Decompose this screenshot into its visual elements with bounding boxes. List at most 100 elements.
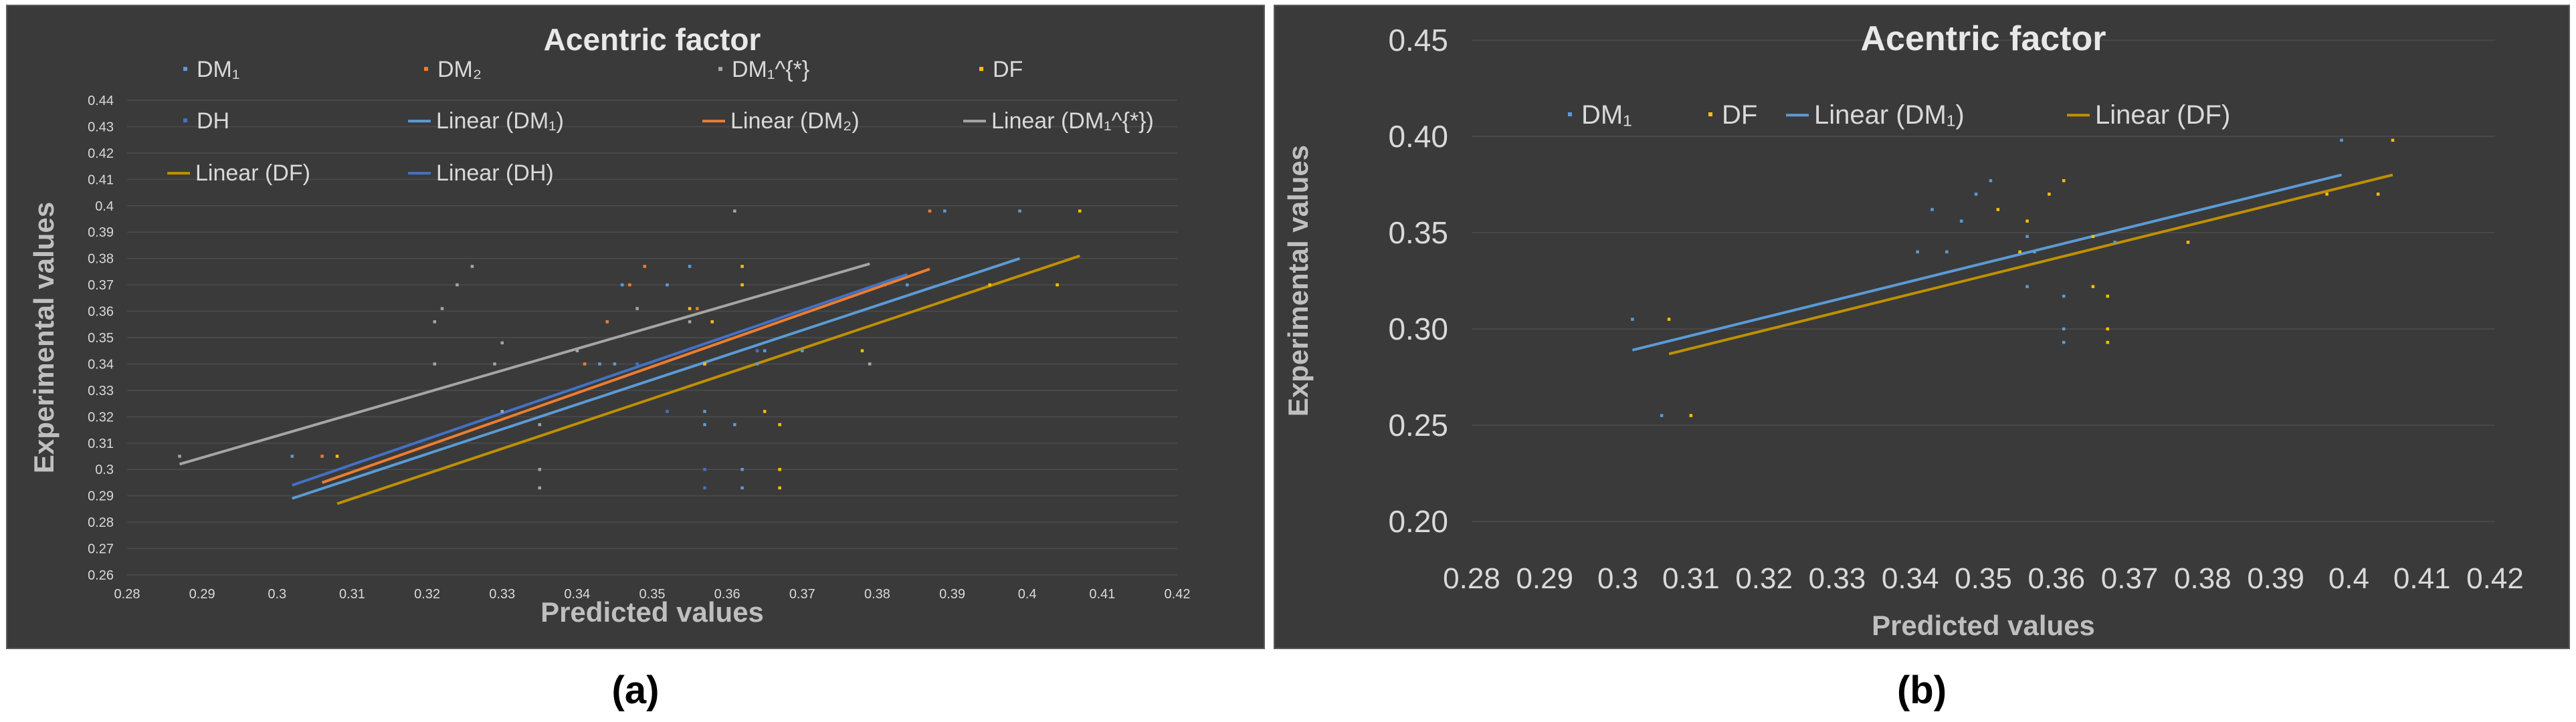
data-point [1959,219,1963,223]
y-tick-label: 0.33 [88,384,114,398]
data-point [290,455,294,458]
x-tick-label: 0.37 [789,587,815,602]
data-point [778,467,781,471]
data-point [1989,178,1993,183]
y-tick-label: 0.34 [88,357,114,372]
x-tick-label: 0.42 [1165,587,1191,602]
y-tick-label: 0.3 [95,463,114,477]
data-point [928,209,932,213]
x-tick-label: 0.4 [2329,562,2369,595]
data-point [2391,138,2395,142]
legend-label: Linear (DM₁^{*}) [991,108,1154,134]
y-tick-label: 0.4 [95,199,114,214]
y-tick-label: 0.30 [1388,312,1448,346]
data-point [433,362,437,366]
x-tick-label: 0.31 [1662,562,1720,595]
data-point [740,283,744,287]
data-point [2033,250,2036,254]
x-tick-label: 0.28 [114,587,140,602]
data-point [643,265,647,268]
legend-label: DF [1722,100,1757,130]
chart-panel-2: 0.20 0.25 0.30 0.35 0.40 0.45 0.28 0.29 0.3 0.31 0… [1274,5,2570,649]
trendline [179,262,870,466]
x-tick-label: 0.36 [714,587,740,602]
trendline [1668,173,2393,356]
trendline [292,273,908,487]
trendline [1631,173,2342,352]
data-point [1689,414,1693,417]
x-tick-label: 0.33 [1809,562,1866,595]
data-point [906,283,909,287]
data-point [703,423,706,427]
y-tick-label: 0.40 [1388,119,1448,154]
y-tick-label: 0.28 [88,515,114,530]
x-tick-label: 0.34 [564,587,590,602]
data-point [500,410,504,413]
data-point [703,410,706,413]
data-point [470,265,474,268]
y-tick-label: 0.41 [88,172,114,187]
y-tick-label: 0.35 [88,331,114,346]
y-tick-label: 0.31 [88,437,114,451]
data-point [1974,193,1978,196]
data-point [733,423,736,427]
data-point [583,362,587,366]
legend-label: DM₂ [437,57,482,82]
panel-caption: (b) [1897,669,1947,712]
legend-label: DM₁ [1581,100,1632,130]
data-point [1930,208,1934,211]
legend-marker [979,67,983,72]
y-tick-label: 0.39 [88,225,114,240]
legend-label: Linear (DM₁) [436,108,564,134]
data-point [666,410,669,413]
data-point [1660,414,1664,417]
y-tick-label: 0.45 [1388,23,1448,57]
x-tick-label: 0.34 [1882,562,1939,595]
y-tick-label: 0.42 [88,146,114,161]
legend-marker [424,67,428,72]
y-tick-label: 0.25 [1388,408,1448,443]
x-tick-label: 0.29 [189,587,215,602]
data-point [1945,250,1949,254]
y-tick-label: 0.27 [88,542,114,557]
data-point [988,283,991,287]
data-point [740,265,744,268]
y-tick-label: 0.44 [88,94,114,108]
data-point [860,349,864,352]
data-point [500,341,504,345]
x-tick-label: 0.32 [1735,562,1793,595]
x-tick-label: 0.3 [1597,562,1638,595]
y-axis-label: Experimental values [1282,145,1314,416]
y-tick-label: 0.20 [1388,504,1448,539]
data-point [605,320,609,324]
legend-label: DM₁ [197,57,239,82]
y-tick-label: 0.38 [88,252,114,267]
y-tick-label: 0.35 [1388,215,1448,250]
data-point [943,209,947,213]
data-point [2025,285,2029,288]
data-point [598,362,601,366]
data-point [1916,250,1919,254]
data-point [1996,208,2000,211]
data-point [1667,318,1671,321]
data-point [635,362,639,366]
legend-label: DF [993,57,1023,82]
data-point [2018,250,2021,254]
data-point [2062,294,2066,298]
data-point [703,362,706,366]
data-point [666,283,669,287]
data-point [733,209,736,213]
x-tick-label: 0.37 [2101,562,2159,595]
chart-panel-1: 0.26 0.27 0.28 0.29 0.3 0.31 0.32 0.33 0.34 0.35 0… [6,5,1265,649]
data-point [703,486,706,490]
data-point [613,362,617,366]
x-tick-label: 0.41 [1089,587,1115,602]
legend-marker [1568,112,1572,116]
x-tick-label: 0.35 [639,587,666,602]
data-point [2091,285,2095,288]
x-tick-label: 0.42 [2466,562,2524,595]
data-point [740,467,744,471]
x-tick-label: 0.41 [2393,562,2451,595]
x-axis-label: Predicted values [540,596,764,628]
